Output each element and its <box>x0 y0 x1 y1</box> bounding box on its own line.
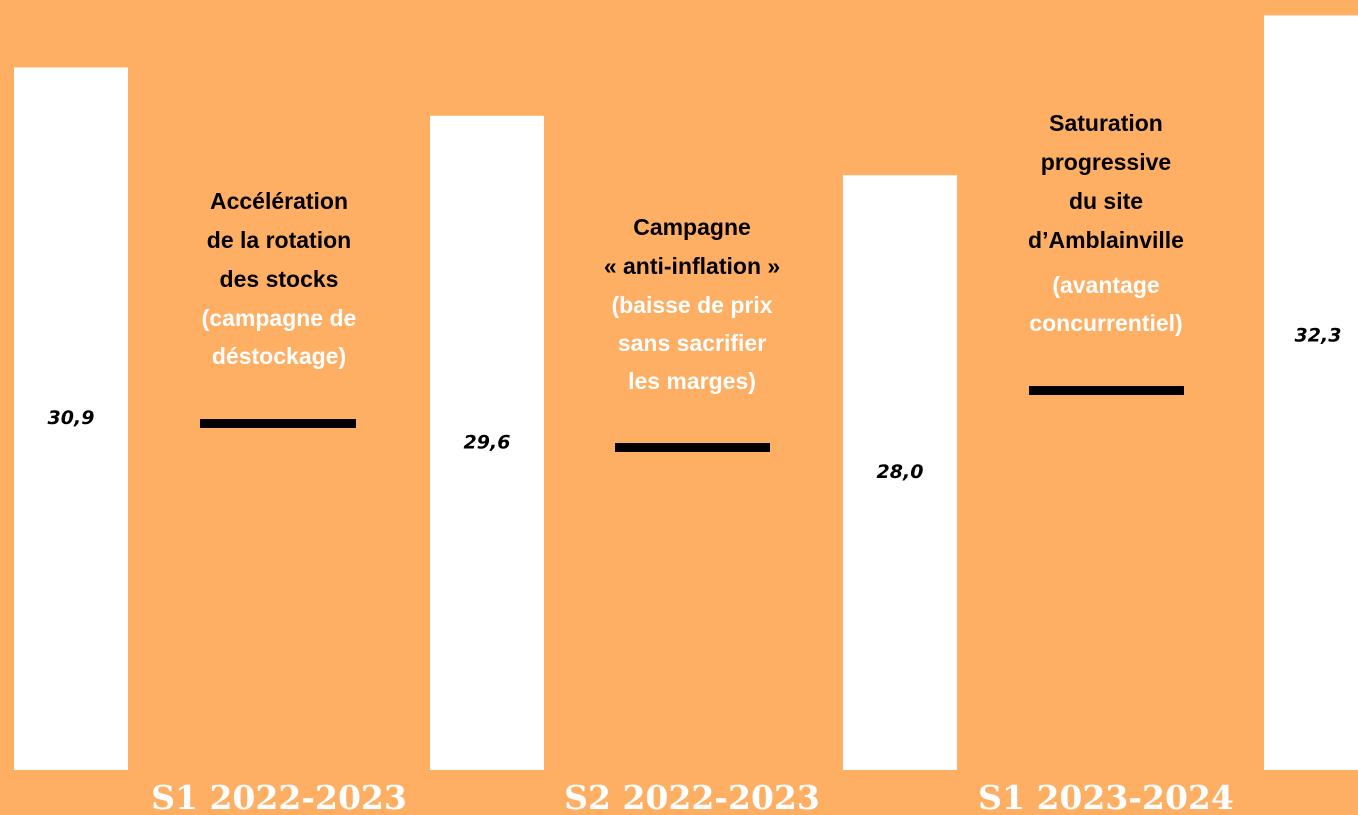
value-label: 30,9 <box>48 407 95 429</box>
x-tick-label: S1 2022-2023 <box>151 778 407 815</box>
bar <box>1264 15 1358 771</box>
annotation-note: concurrentiel) <box>1029 310 1182 336</box>
bar <box>430 115 544 771</box>
bar <box>14 67 128 771</box>
divider <box>1029 386 1184 395</box>
annotation-line: « anti-inflation » <box>604 253 780 279</box>
annotation-line: Saturation <box>1049 110 1163 136</box>
annotation-note: les marges) <box>628 368 756 394</box>
annotation-note: sans sacrifier <box>618 330 766 356</box>
annotation-note: déstockage) <box>212 343 346 369</box>
annotation-line: du site <box>1069 188 1143 214</box>
annotation-note: (avantage <box>1052 272 1159 298</box>
annotation-note: (baisse de prix <box>611 292 772 318</box>
annotation-note: (campagne de <box>202 305 357 331</box>
annotation-line: des stocks <box>220 266 339 292</box>
value-label: 32,3 <box>1295 325 1342 347</box>
annotation-line: Campagne <box>633 214 751 240</box>
bar <box>843 175 957 770</box>
divider <box>615 443 770 452</box>
annotation-line: de la rotation <box>207 227 351 253</box>
value-label: 28,0 <box>877 461 924 483</box>
x-tick-label: S1 2023-2024 <box>978 778 1234 815</box>
value-label: 29,6 <box>464 431 511 453</box>
x-tick-label: S2 2022-2023 <box>564 778 820 815</box>
annotation-line: Accélération <box>210 188 348 214</box>
annotation-line: progressive <box>1041 149 1171 175</box>
annotation-line: d’Amblainville <box>1028 227 1184 253</box>
divider <box>200 419 356 428</box>
